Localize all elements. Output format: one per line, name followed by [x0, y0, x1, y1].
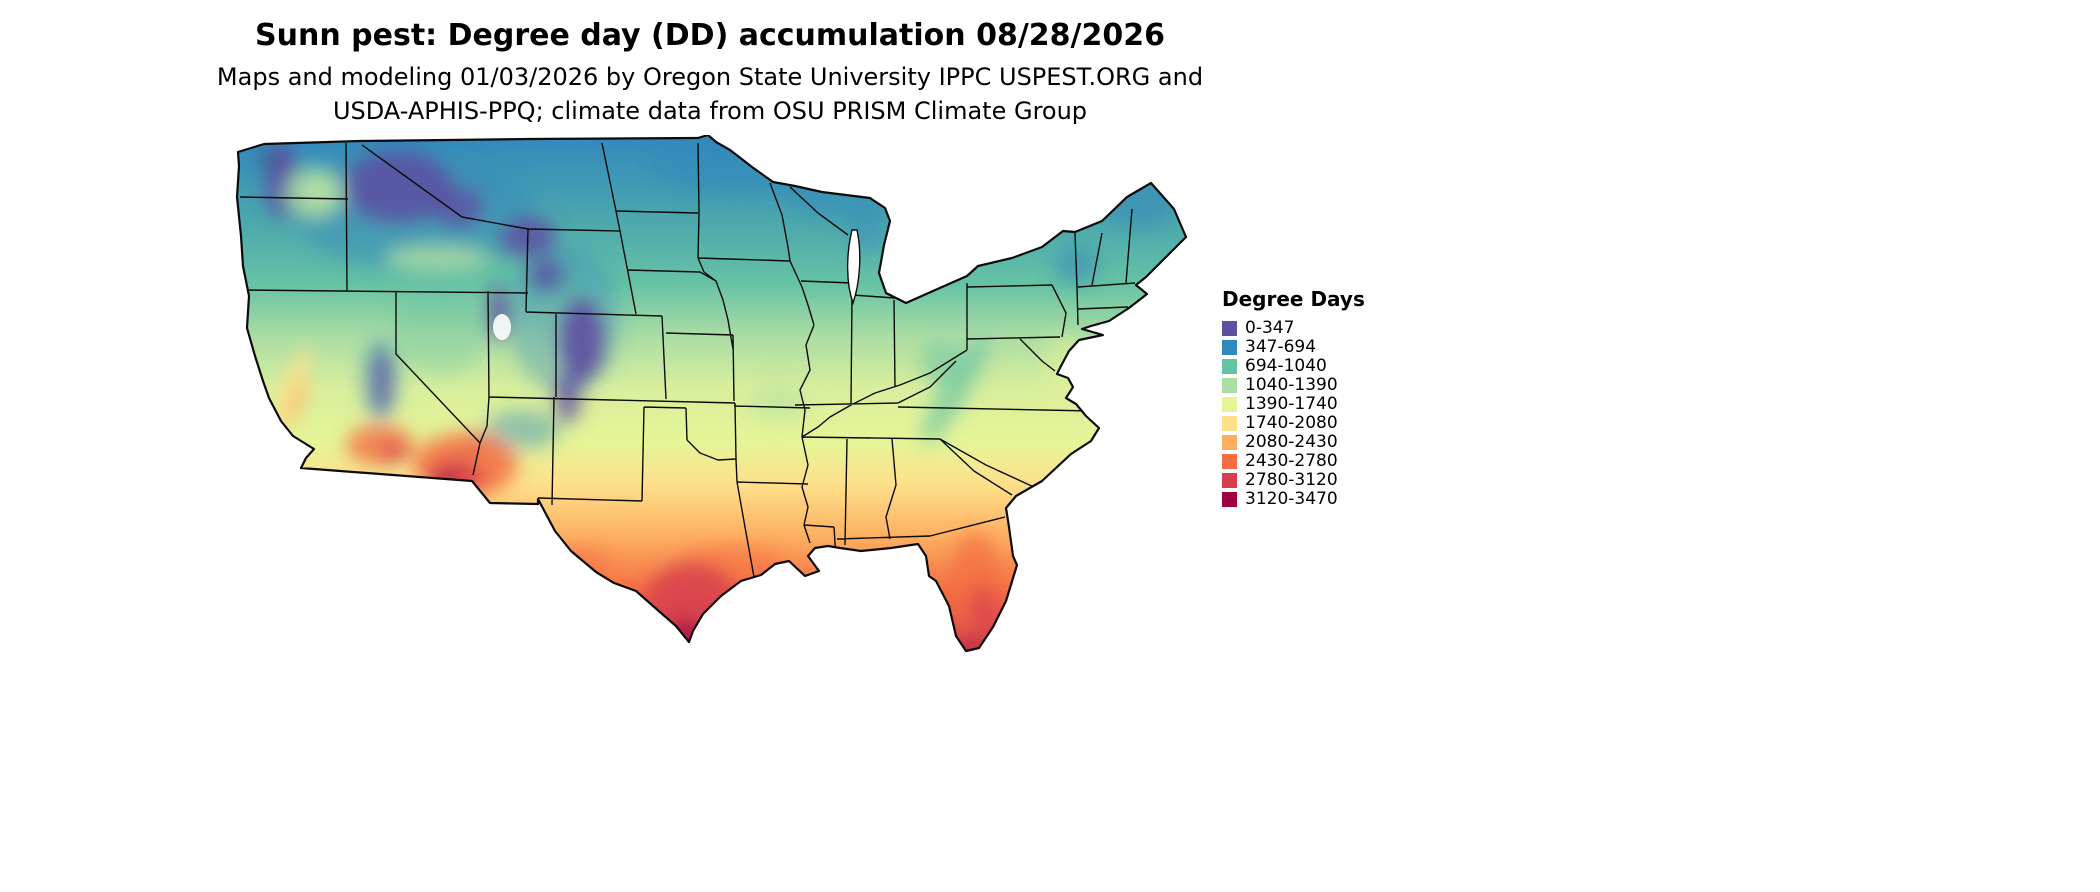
- legend-entry: 2430-2780: [1222, 452, 1442, 471]
- legend-swatch: [1222, 359, 1237, 374]
- legend-entry: 2780-3120: [1222, 471, 1442, 490]
- legend-label: 1390-1740: [1245, 394, 1338, 414]
- legend-label: 347-694: [1245, 337, 1317, 357]
- legend-entry: 2080-2430: [1222, 433, 1442, 452]
- great-salt-lake: [493, 314, 511, 340]
- legend-entry: 694-1040: [1222, 357, 1442, 376]
- lake-michigan: [846, 229, 861, 306]
- legend-entry: 0-347: [1222, 319, 1442, 338]
- legend-swatch: [1222, 321, 1237, 336]
- legend-entry: 1390-1740: [1222, 395, 1442, 414]
- legend-swatch: [1222, 473, 1237, 488]
- legend: Degree Days 0-347 347-694 694-1040 1040-…: [1222, 287, 1442, 509]
- legend-label: 3120-3470: [1245, 489, 1338, 509]
- legend-label: 694-1040: [1245, 356, 1327, 376]
- subtitle-line-1: Maps and modeling 01/03/2026 by Oregon S…: [216, 63, 1204, 91]
- legend-swatch: [1222, 454, 1237, 469]
- figure-title: Sunn pest: Degree day (DD) accumulation …: [255, 18, 1165, 53]
- us-degree-day-map: [230, 133, 1190, 665]
- legend-entry: 1040-1390: [1222, 376, 1442, 395]
- legend-label: 2080-2430: [1245, 432, 1338, 452]
- subtitle-line-2: USDA-APHIS-PPQ; climate data from OSU PR…: [332, 97, 1088, 126]
- legend-swatch: [1222, 340, 1237, 355]
- legend-title: Degree Days: [1222, 287, 1365, 311]
- legend-label: 1040-1390: [1245, 375, 1338, 395]
- legend-label: 0-347: [1245, 318, 1295, 338]
- legend-label: 2430-2780: [1245, 451, 1338, 471]
- legend-entry: 3120-3470: [1222, 490, 1442, 509]
- legend-swatch: [1222, 435, 1237, 450]
- legend-swatch: [1222, 492, 1237, 507]
- figure-subtitle: Maps and modeling 01/03/2026 by Oregon S…: [0, 60, 1420, 128]
- legend-swatch: [1222, 378, 1237, 393]
- legend-entry: 1740-2080: [1222, 414, 1442, 433]
- legend-swatch: [1222, 416, 1237, 431]
- legend-label: 2780-3120: [1245, 470, 1338, 490]
- legend-swatch: [1222, 397, 1237, 412]
- raster-fill-layer: [237, 135, 1186, 651]
- us-map-svg: [235, 133, 1188, 653]
- legend-entry: 347-694: [1222, 338, 1442, 357]
- legend-label: 1740-2080: [1245, 413, 1338, 433]
- state-borders: [239, 142, 1136, 578]
